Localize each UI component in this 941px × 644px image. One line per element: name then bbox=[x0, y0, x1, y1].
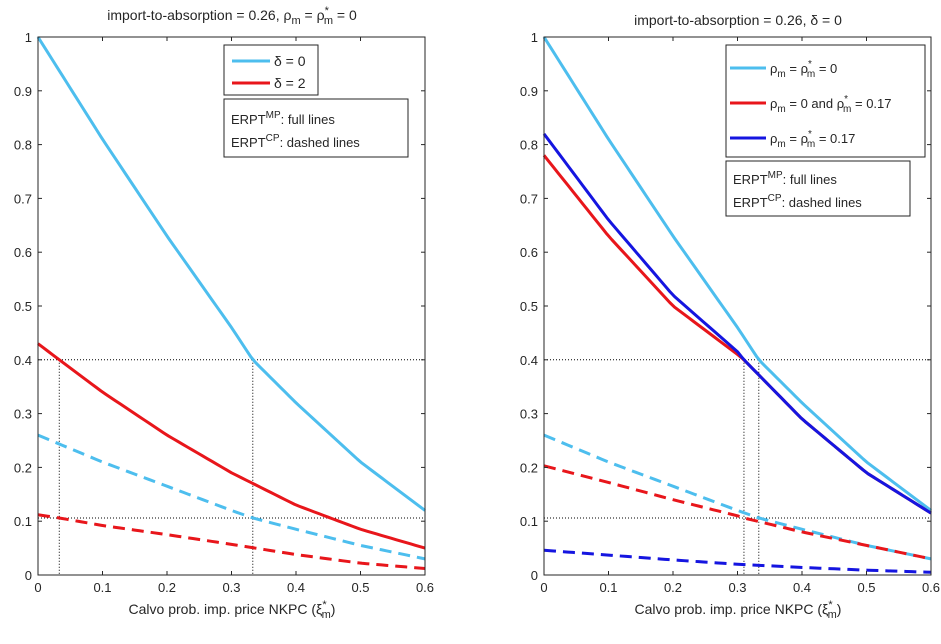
right-y-tick-label: 1 bbox=[531, 30, 538, 45]
left-series-solid-1 bbox=[37, 342, 426, 550]
right-legend-label-1: ρm = ρ* m = 0 bbox=[770, 59, 837, 80]
left-legend-label-1: δ = 0 bbox=[274, 53, 306, 69]
right-y-tick-label: 0.9 bbox=[520, 84, 538, 99]
right-x-tick-label: 0.1 bbox=[599, 580, 617, 595]
right-x-tick-label: 0.6 bbox=[922, 580, 940, 595]
left-note-line-1: ERPTMP: full lines bbox=[231, 110, 335, 127]
right-chart: import-to-absorption = 0.26, δ = 0 0 0.1 0… bbox=[520, 12, 940, 621]
left-y-tick-label: 0.4 bbox=[14, 353, 32, 368]
left-x-tick-label: 0.2 bbox=[158, 580, 176, 595]
left-note-line-2: ERPTCP: dashed lines bbox=[231, 133, 360, 150]
right-series-dashed-3 bbox=[543, 433, 932, 561]
left-x-tick-label: 0.6 bbox=[416, 580, 434, 595]
right-legend: ρm = ρ* m = 0 ρm = 0 and ρ* m = 0.17 ρm = … bbox=[725, 44, 926, 158]
left-legend-box bbox=[223, 44, 319, 96]
right-chart-title: import-to-absorption = 0.26, δ = 0 bbox=[634, 12, 842, 28]
right-y-tick-label: 0.6 bbox=[520, 245, 538, 260]
right-y-tick-label: 0.8 bbox=[520, 138, 538, 153]
right-series-solid-2 bbox=[542, 132, 932, 515]
right-legend-label-2: ρm = 0 and ρ* m = 0.17 bbox=[770, 94, 892, 115]
left-y-tick-label: 0.2 bbox=[14, 460, 32, 475]
left-x-axis-label: Calvo prob. imp. price NKPC (ξ* m) bbox=[129, 599, 336, 621]
left-y-tick-label: 0.7 bbox=[14, 191, 32, 206]
right-note-line-2: ERPTCP: dashed lines bbox=[733, 193, 862, 210]
left-x-tick-label: 0 bbox=[34, 580, 41, 595]
left-legend: δ = 0 δ = 2 bbox=[223, 44, 319, 96]
right-series-dashed-4 bbox=[543, 464, 932, 561]
right-note-box bbox=[725, 160, 911, 217]
right-y-tick-label: 0.2 bbox=[520, 460, 538, 475]
right-series-solid-0 bbox=[542, 36, 932, 512]
left-series-dashed-2 bbox=[37, 433, 426, 561]
left-y-tick-label: 0.5 bbox=[14, 299, 32, 314]
right-x-tick-label: 0 bbox=[540, 580, 547, 595]
left-note-box bbox=[223, 98, 409, 158]
right-note-line-1: ERPTMP: full lines bbox=[733, 170, 837, 187]
left-series-dashed-3 bbox=[37, 513, 426, 571]
right-y-tick-label: 0.7 bbox=[520, 191, 538, 206]
left-y-tick-label: 0 bbox=[25, 568, 32, 583]
left-legend-label-2: δ = 2 bbox=[274, 75, 306, 91]
right-legend-label-3: ρm = ρ* m = 0.17 bbox=[770, 129, 855, 150]
right-y-tick-label: 0.5 bbox=[520, 299, 538, 314]
left-y-tick-label: 0.1 bbox=[14, 514, 32, 529]
right-x-tick-label: 0.4 bbox=[793, 580, 811, 595]
left-x-tick-label: 0.1 bbox=[93, 580, 111, 595]
left-y-tick-label: 1 bbox=[25, 30, 32, 45]
left-chart: import-to-absorption = 0.26, ρm = ρ* m = … bbox=[14, 5, 434, 621]
right-note: ERPTMP: full lines ERPTCP: dashed lines bbox=[725, 160, 911, 217]
right-x-axis-label: Calvo prob. imp. price NKPC (ξ* m) bbox=[635, 599, 842, 621]
left-y-tick-label: 0.8 bbox=[14, 138, 32, 153]
right-y-tick-label: 0.1 bbox=[520, 514, 538, 529]
left-note: ERPTMP: full lines ERPTCP: dashed lines bbox=[223, 98, 409, 158]
left-y-tick-label: 0.6 bbox=[14, 245, 32, 260]
left-series-solid-0 bbox=[36, 36, 426, 512]
left-x-tick-label: 0.4 bbox=[287, 580, 305, 595]
right-y-tick-label: 0.4 bbox=[520, 353, 538, 368]
right-x-tick-label: 0.5 bbox=[857, 580, 875, 595]
right-y-tick-label: 0.3 bbox=[520, 407, 538, 422]
right-series-dashed-5 bbox=[543, 548, 932, 574]
left-y-tick-label: 0.3 bbox=[14, 407, 32, 422]
left-chart-title: import-to-absorption = 0.26, ρm = ρ* m = … bbox=[107, 5, 357, 27]
left-y-tick-label: 0.9 bbox=[14, 84, 32, 99]
right-x-tick-label: 0.2 bbox=[664, 580, 682, 595]
left-x-tick-label: 0.5 bbox=[351, 580, 369, 595]
right-x-tick-label: 0.3 bbox=[728, 580, 746, 595]
right-y-tick-label: 0 bbox=[531, 568, 538, 583]
left-x-tick-label: 0.3 bbox=[222, 580, 240, 595]
